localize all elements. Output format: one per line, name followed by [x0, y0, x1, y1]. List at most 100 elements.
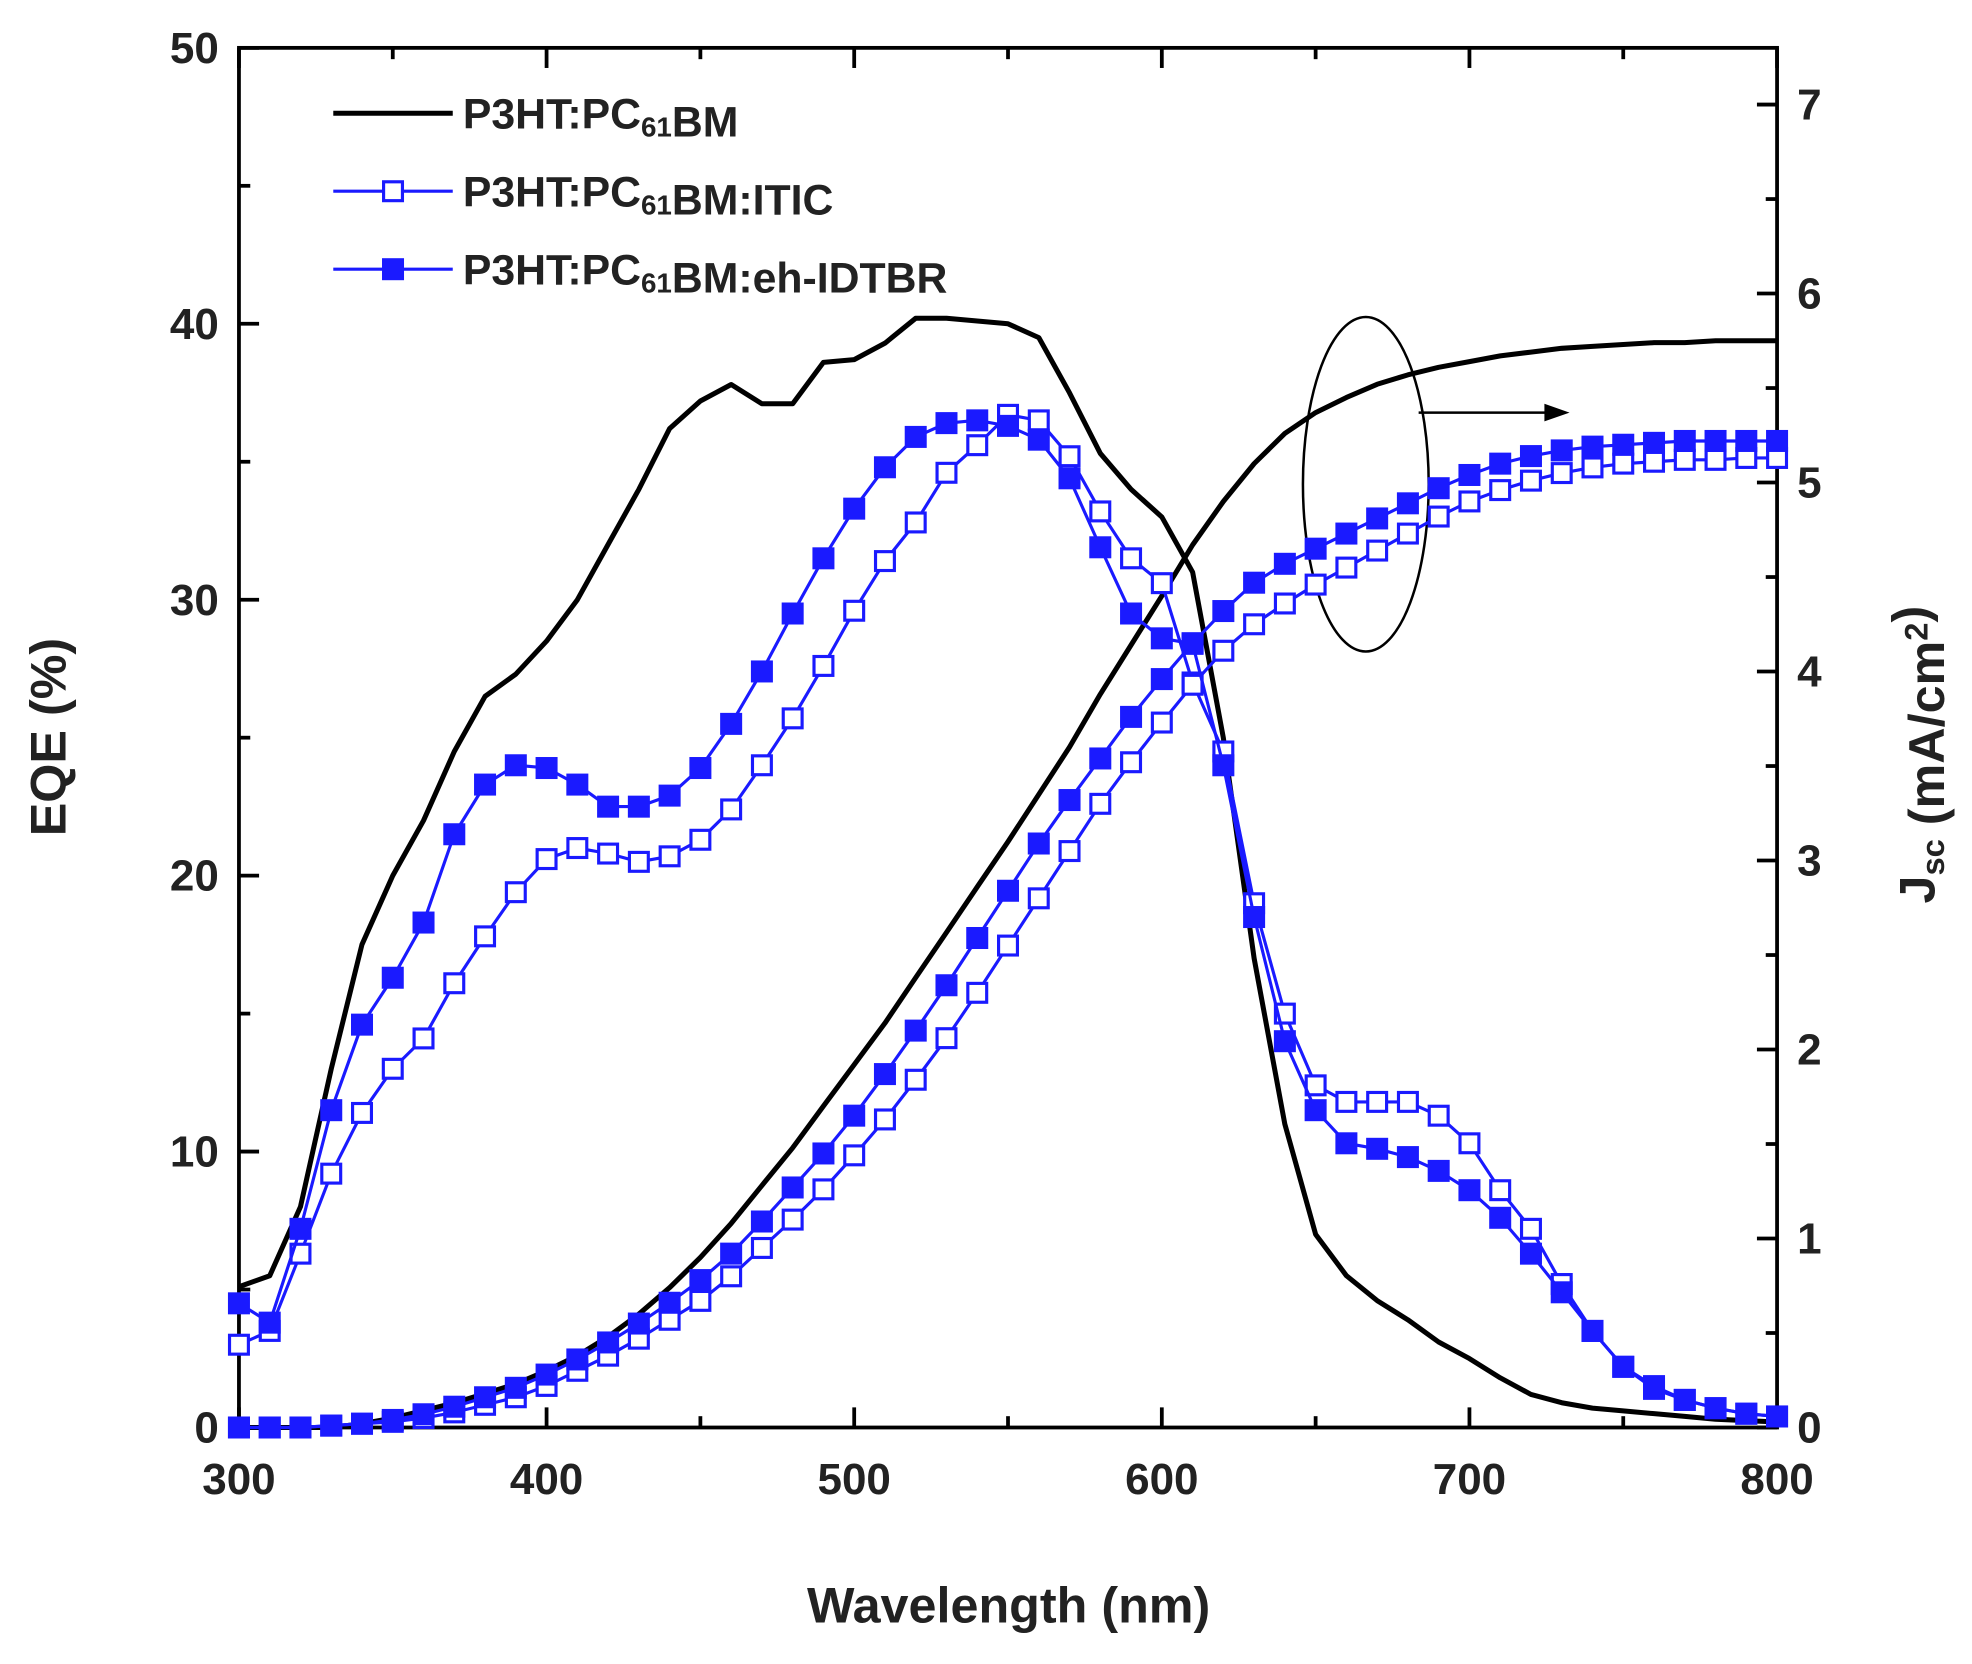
- marker: [1489, 479, 1512, 502]
- marker: [1212, 600, 1235, 623]
- marker: [474, 925, 497, 948]
- marker: [443, 972, 466, 995]
- marker: [966, 927, 989, 950]
- marker: [1366, 1137, 1389, 1160]
- marker: [873, 1108, 896, 1131]
- y2-tick-label: 1: [1797, 1215, 1821, 1264]
- marker: [1366, 507, 1389, 530]
- marker: [1489, 1179, 1512, 1202]
- legend-label: P3HT:PC61BM: [463, 90, 739, 146]
- marker: [1120, 705, 1143, 728]
- marker: [781, 1176, 804, 1199]
- marker: [504, 1376, 527, 1399]
- marker: [1027, 428, 1050, 451]
- marker: [1550, 462, 1573, 485]
- marker: [566, 837, 589, 860]
- marker: [1581, 456, 1604, 479]
- marker: [997, 414, 1020, 437]
- series-line: [238, 439, 1778, 1430]
- marker: [935, 461, 958, 484]
- marker: [1273, 1030, 1296, 1053]
- marker: [1120, 751, 1143, 774]
- marker: [1550, 439, 1573, 462]
- marker: [658, 845, 681, 868]
- marker: [1027, 409, 1050, 432]
- marker: [812, 1142, 835, 1165]
- marker: [904, 511, 927, 534]
- marker: [843, 1144, 866, 1167]
- marker: [1396, 522, 1419, 545]
- marker: [1550, 1281, 1573, 1304]
- marker: [381, 966, 404, 989]
- y2-tick-label: 2: [1797, 1026, 1821, 1075]
- marker: [1704, 1397, 1727, 1420]
- marker: [781, 602, 804, 625]
- marker: [1181, 673, 1204, 696]
- marker: [258, 1311, 281, 1334]
- marker: [1058, 840, 1081, 863]
- marker: [627, 1312, 650, 1335]
- marker: [504, 754, 527, 777]
- marker: [843, 599, 866, 622]
- marker: [1489, 1206, 1512, 1229]
- marker: [1212, 754, 1235, 777]
- marker: [1766, 1405, 1789, 1428]
- x-tick-label: 600: [1125, 1455, 1198, 1504]
- marker: [689, 1269, 712, 1292]
- marker: [1643, 450, 1666, 473]
- marker: [1458, 1179, 1481, 1202]
- marker: [227, 1333, 250, 1356]
- marker: [1612, 452, 1635, 475]
- marker: [1458, 463, 1481, 486]
- marker: [1304, 1099, 1327, 1122]
- marker: [1643, 431, 1666, 454]
- marker: [658, 784, 681, 807]
- marker: [597, 842, 620, 865]
- marker: [289, 1217, 312, 1240]
- x-tick-label: 800: [1740, 1455, 1813, 1504]
- marker: [658, 1291, 681, 1314]
- marker: [689, 828, 712, 851]
- marker: [1027, 887, 1050, 910]
- marker: [1673, 448, 1696, 471]
- marker: [843, 1104, 866, 1127]
- marker: [1058, 445, 1081, 468]
- marker: [1581, 1319, 1604, 1342]
- marker: [566, 773, 589, 796]
- marker: [720, 1242, 743, 1265]
- x-axis-label: Wavelength (nm): [807, 1576, 1210, 1633]
- marker: [997, 879, 1020, 902]
- y2-tick-label: 4: [1797, 648, 1822, 697]
- marker: [1396, 1090, 1419, 1113]
- marker: [1673, 1388, 1696, 1411]
- marker: [750, 1236, 773, 1259]
- marker: [1243, 571, 1266, 594]
- x-tick-label: 300: [202, 1455, 275, 1504]
- marker: [1335, 522, 1358, 545]
- marker: [1273, 552, 1296, 575]
- marker: [566, 1348, 589, 1371]
- marker: [812, 547, 835, 570]
- marker: [966, 409, 989, 432]
- marker: [1243, 906, 1266, 929]
- y-tick-label: 40: [170, 300, 219, 349]
- marker: [1458, 1132, 1481, 1155]
- marker: [1612, 433, 1635, 456]
- marker: [1089, 747, 1112, 770]
- marker: [1735, 1402, 1758, 1425]
- marker: [504, 881, 527, 904]
- marker: [1704, 429, 1727, 452]
- marker: [997, 934, 1020, 957]
- marker: [1366, 539, 1389, 562]
- marker: [412, 1403, 435, 1426]
- marker: [1335, 556, 1358, 579]
- marker: [597, 795, 620, 818]
- marker: [1089, 536, 1112, 559]
- marker: [904, 1068, 927, 1091]
- marker: [1150, 668, 1173, 691]
- x-tick-label: 700: [1433, 1455, 1506, 1504]
- marker: [750, 660, 773, 683]
- marker: [1150, 627, 1173, 650]
- marker: [720, 1265, 743, 1288]
